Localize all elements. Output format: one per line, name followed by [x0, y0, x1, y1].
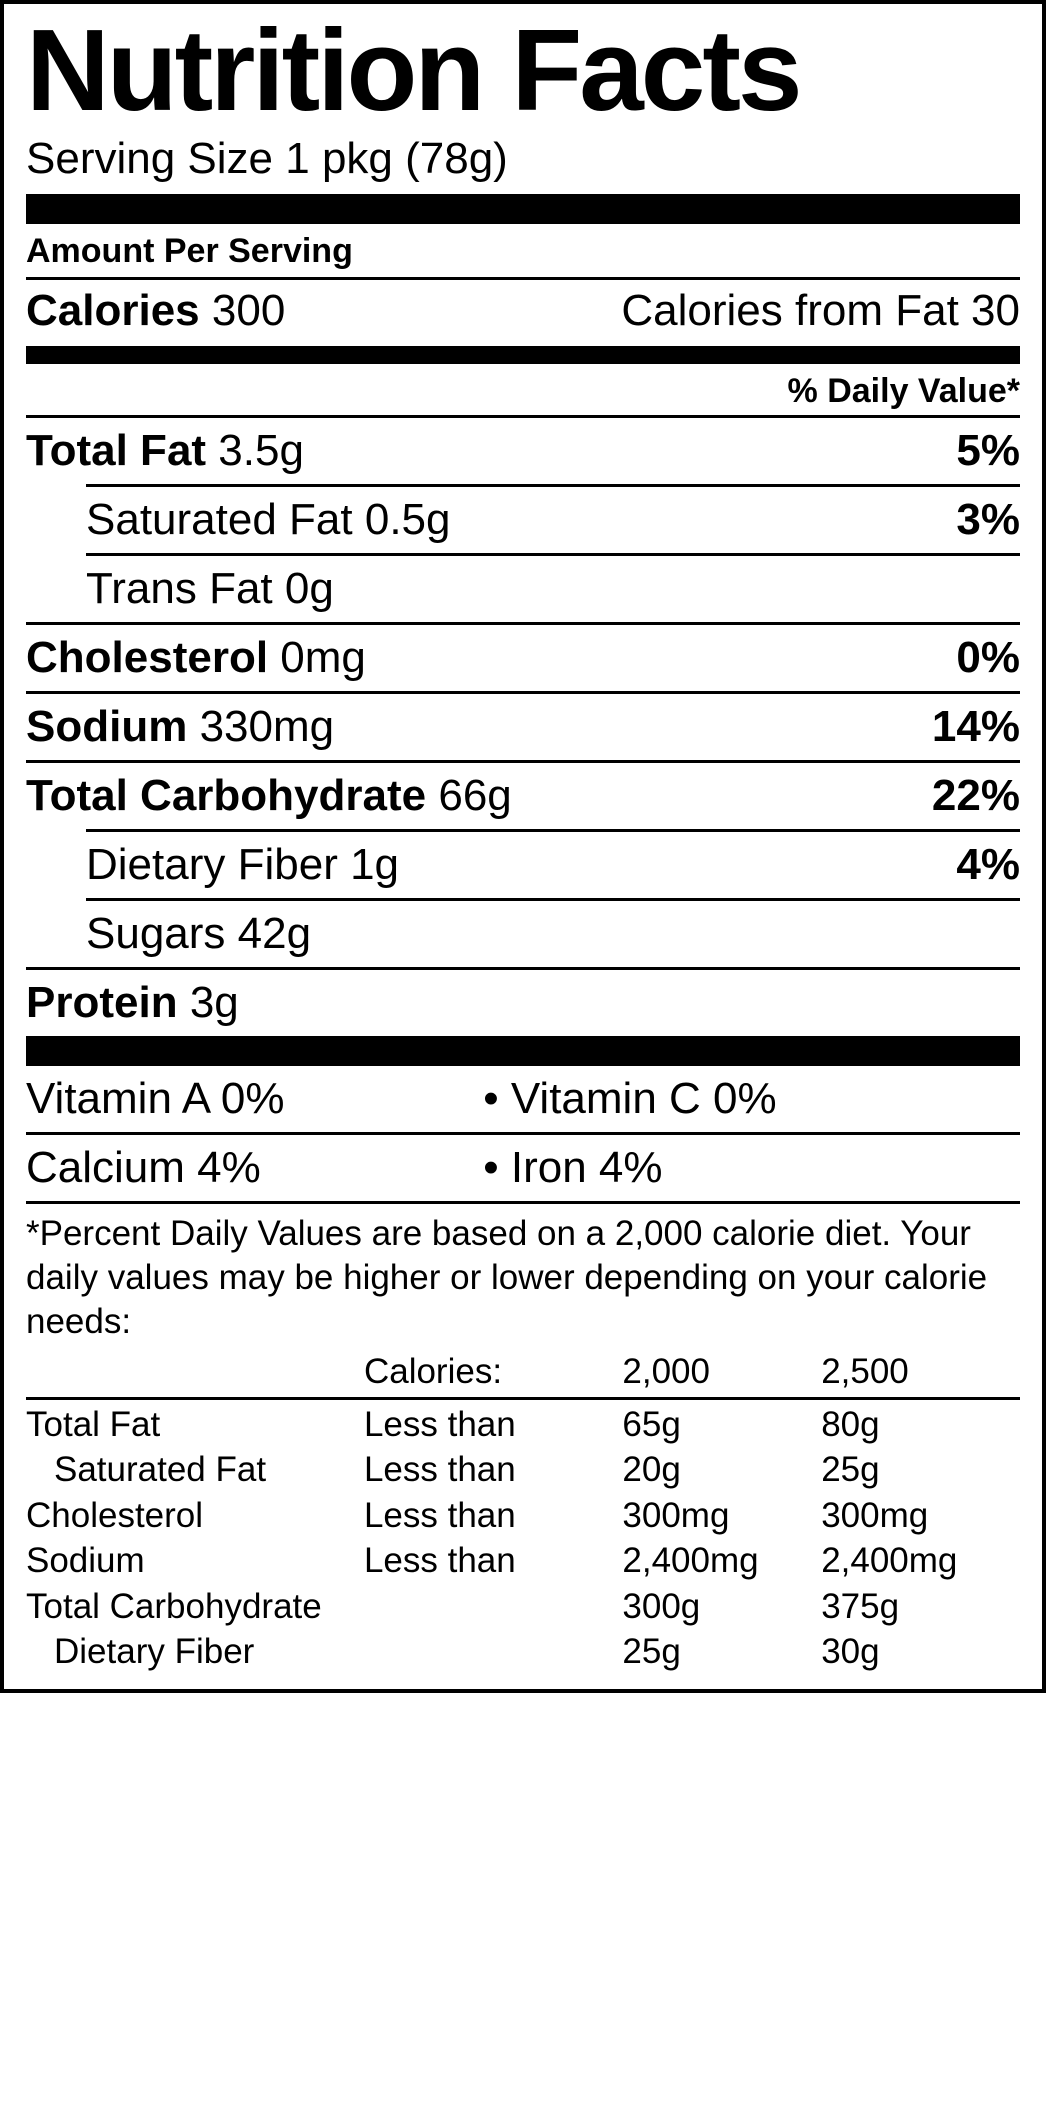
vitamin-a: Vitamin A 0%	[26, 1074, 483, 1124]
reference-cell: Cholesterol	[26, 1493, 364, 1539]
sugars-label: Sugars	[86, 909, 225, 958]
total-fat-value: 3.5g	[218, 426, 304, 475]
cholesterol-row: Cholesterol 0mg 0%	[26, 622, 1020, 691]
calories-from-fat-label: Calories from Fat	[621, 286, 958, 335]
calories-row: Calories 300 Calories from Fat 30	[26, 280, 1020, 346]
bullet-icon: •	[483, 1074, 498, 1123]
fiber-row: Dietary Fiber 1g 4%	[86, 829, 1020, 898]
reference-row: Total FatLess than65g80g	[26, 1402, 1020, 1448]
serving-size-label: Serving Size	[26, 134, 273, 183]
iron: Iron 4%	[511, 1143, 663, 1192]
reference-cell: Dietary Fiber	[26, 1629, 364, 1675]
total-carb-row: Total Carbohydrate 66g 22%	[26, 760, 1020, 829]
vitamins-row-2: Calcium 4% • Iron 4%	[26, 1135, 1020, 1201]
saturated-fat-pct: 3%	[956, 495, 1020, 545]
title: Nutrition Facts	[26, 12, 1020, 128]
nutrition-facts-label: Nutrition Facts Serving Size 1 pkg (78g)…	[0, 0, 1046, 1693]
reference-cell: Sodium	[26, 1538, 364, 1584]
reference-cell: 300g	[622, 1584, 821, 1630]
reference-cell: 2,400mg	[622, 1538, 821, 1584]
calories-label: Calories	[26, 286, 200, 335]
ref-head-c1	[26, 1349, 364, 1395]
reference-cell: 375g	[821, 1584, 1020, 1630]
vitamins-row-1: Vitamin A 0% • Vitamin C 0%	[26, 1066, 1020, 1132]
reference-cell: 25g	[622, 1629, 821, 1675]
reference-cell: 25g	[821, 1447, 1020, 1493]
trans-fat-row: Trans Fat 0g	[86, 553, 1020, 622]
thick-bar	[26, 194, 1020, 224]
cholesterol-pct: 0%	[956, 633, 1020, 683]
bullet-icon: •	[483, 1143, 498, 1192]
thick-bar-2	[26, 1036, 1020, 1066]
reference-table: Total FatLess than65g80gSaturated FatLes…	[26, 1402, 1020, 1675]
total-carb-label: Total Carbohydrate	[26, 771, 426, 820]
reference-cell	[364, 1629, 622, 1675]
trans-fat-value: 0g	[285, 564, 334, 613]
reference-cell: Less than	[364, 1538, 622, 1584]
reference-cell: 80g	[821, 1402, 1020, 1448]
reference-cell: 300mg	[622, 1493, 821, 1539]
vitamin-c: Vitamin C 0%	[511, 1074, 777, 1123]
protein-row: Protein 3g	[26, 967, 1020, 1036]
reference-row: Dietary Fiber 25g30g	[26, 1629, 1020, 1675]
trans-fat-label: Trans Fat	[86, 564, 273, 613]
rule	[26, 1397, 1020, 1400]
total-fat-label: Total Fat	[26, 426, 206, 475]
sodium-label: Sodium	[26, 702, 187, 751]
amount-per-serving: Amount Per Serving	[26, 232, 1020, 271]
reference-cell: 300mg	[821, 1493, 1020, 1539]
reference-row: Total Carbohydrate 300g375g	[26, 1584, 1020, 1630]
reference-cell: Less than	[364, 1402, 622, 1448]
reference-cell: Less than	[364, 1447, 622, 1493]
total-carb-value: 66g	[438, 771, 511, 820]
saturated-fat-row: Saturated Fat 0.5g 3%	[86, 484, 1020, 553]
reference-cell: 30g	[821, 1629, 1020, 1675]
cholesterol-value: 0mg	[280, 633, 366, 682]
footnote-text: *Percent Daily Values are based on a 2,0…	[26, 1201, 1020, 1349]
saturated-fat-value: 0.5g	[365, 495, 451, 544]
fiber-value: 1g	[350, 840, 399, 889]
reference-cell: 65g	[622, 1402, 821, 1448]
sodium-row: Sodium 330mg 14%	[26, 691, 1020, 760]
serving-size-value: 1 pkg (78g)	[285, 134, 508, 183]
reference-cell: Saturated Fat	[26, 1447, 364, 1493]
daily-value-header: % Daily Value*	[26, 364, 1020, 415]
reference-cell: Total Fat	[26, 1402, 364, 1448]
reference-row: Saturated FatLess than20g25g	[26, 1447, 1020, 1493]
reference-row: SodiumLess than2,400mg2,400mg	[26, 1538, 1020, 1584]
reference-cell	[364, 1584, 622, 1630]
total-carb-pct: 22%	[932, 771, 1020, 821]
sugars-value: 42g	[238, 909, 311, 958]
calories-value: 300	[212, 286, 285, 335]
reference-cell: Less than	[364, 1493, 622, 1539]
reference-row: CholesterolLess than300mg300mg	[26, 1493, 1020, 1539]
calcium: Calcium 4%	[26, 1143, 483, 1193]
fiber-pct: 4%	[956, 840, 1020, 890]
medium-bar	[26, 346, 1020, 364]
reference-cell: 20g	[622, 1447, 821, 1493]
saturated-fat-label: Saturated Fat	[86, 495, 353, 544]
total-fat-pct: 5%	[956, 426, 1020, 476]
serving-size-row: Serving Size 1 pkg (78g)	[26, 134, 1020, 184]
calories-from-fat-value: 30	[971, 286, 1020, 335]
protein-label: Protein	[26, 978, 178, 1027]
cholesterol-label: Cholesterol	[26, 633, 268, 682]
ref-head-c3: 2,000	[622, 1349, 821, 1395]
total-fat-row: Total Fat 3.5g 5%	[26, 415, 1020, 484]
ref-head-c4: 2,500	[821, 1349, 1020, 1395]
reference-cell: Total Carbohydrate	[26, 1584, 364, 1630]
ref-head-c2: Calories:	[364, 1349, 622, 1395]
sodium-value: 330mg	[200, 702, 335, 751]
fiber-label: Dietary Fiber	[86, 840, 338, 889]
sugars-row: Sugars 42g	[86, 898, 1020, 967]
reference-cell: 2,400mg	[821, 1538, 1020, 1584]
sodium-pct: 14%	[932, 702, 1020, 752]
protein-value: 3g	[190, 978, 239, 1027]
reference-header-row: Calories: 2,000 2,500	[26, 1349, 1020, 1395]
